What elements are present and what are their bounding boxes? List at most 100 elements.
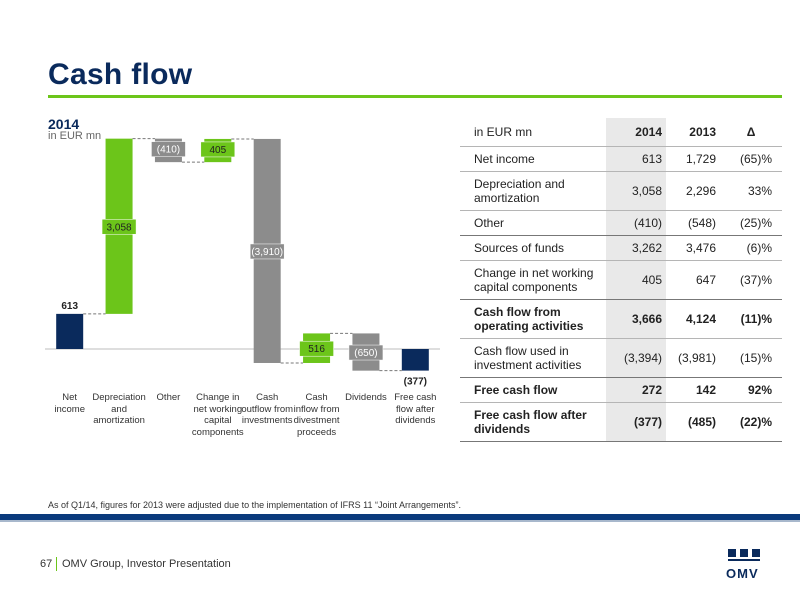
x-tick-label: Change in net working capital components [178,392,258,438]
x-tick-label-line: inflow from [293,403,340,415]
x-tick-label-line: Other [156,392,181,403]
row-value-2014: 3,666 [606,299,666,339]
table-row: Sources of funds 3,262 3,476 (6)% [460,235,782,261]
footnote: As of Q1/14, figures for 2013 were adjus… [48,500,462,510]
waterfall-bar [56,313,84,349]
row-value-2014: 405 [606,260,666,300]
x-tick-label-line: divestment [293,415,340,426]
header-delta: Δ [720,118,782,147]
data-label-bg [299,340,334,357]
row-value-2014: 3,262 [606,235,666,261]
row-label: Sources of funds [460,235,606,261]
header-2014: 2014 [606,118,666,147]
table-row: Cash flow from operating activities 3,66… [460,299,782,339]
data-label: (3,910) [251,247,283,258]
row-delta: 92% [720,377,782,403]
row-delta: (25)% [720,210,782,236]
row-value-2013: 142 [666,377,720,403]
header-label: in EUR mn [460,118,606,147]
data-label: 405 [209,145,226,156]
x-tick-label-line: Free cash [394,392,437,403]
row-delta: (15)% [720,338,782,378]
x-tick-label-line: Depreciation [92,392,146,403]
row-label: Free cash flow [460,377,606,403]
title-rule [48,95,782,98]
data-label: 613 [61,301,78,312]
row-label: Free cash flow after dividends [460,402,606,442]
omv-logo-icon [728,549,760,561]
row-delta: (22)% [720,402,782,442]
x-tick-label: Other [128,392,208,404]
footer-band-light [0,520,800,522]
data-label: (410) [157,145,180,156]
row-value-2014: (377) [606,402,666,442]
data-label-bg [101,219,137,235]
x-tick-label-line: income [54,403,85,415]
x-tick-label-line: components [191,426,244,438]
x-tick-label-line: flow after [396,403,435,415]
x-tick-label-line: and [111,403,127,415]
data-label: (650) [354,348,377,359]
row-delta: (65)% [720,146,782,172]
page-number: 67 [40,558,53,570]
x-tick-label: Cash inflow from divestment proceeds [277,392,357,438]
table-row: Depreciation and amortization 3,058 2,29… [460,171,782,211]
table-row: Change in net working capital components… [460,260,782,300]
table-row: Net income 613 1,729 (65)% [460,146,782,172]
waterfall-chart: 613 3,058 (410) 405 (3,910) 516 (650) (377) [45,138,440,388]
x-tick-label: Net income [30,392,110,415]
x-tick-label: Dividends [326,392,406,404]
x-tick-label-line: capital [204,415,232,426]
row-label: Cash flow used in investment activities [460,338,606,378]
x-tick-label-line: Dividends [345,392,387,403]
data-label-bg [200,141,236,158]
x-tick-label-line: investments [241,415,293,426]
chart-subtitle: in EUR mn [48,130,102,142]
row-value-2014: 3,058 [606,171,666,211]
cash-flow-table: in EUR mn 2014 2013 Δ Net income 613 1,7… [460,118,782,442]
x-tick-label-line: Net [62,392,78,403]
footer-text: OMV Group, Investor Presentation [62,558,231,570]
row-label: Change in net working capital components [460,260,606,300]
row-value-2014: (3,394) [606,338,666,378]
x-tick-label-line: proceeds [297,426,337,438]
row-delta: (11)% [720,299,782,339]
x-tick-label: Free cash flow after dividends [375,392,455,427]
x-tick-label: Depreciation and amortization [79,392,159,427]
row-value-2013: 647 [666,260,720,300]
row-value-2013: (548) [666,210,720,236]
row-value-2013: 2,296 [666,171,720,211]
footer-separator [56,557,57,571]
page-title: Cash flow [48,58,193,91]
row-value-2014: (410) [606,210,666,236]
waterfall-bar [401,349,429,371]
data-label-bg [151,141,186,157]
x-tick-label-line: Cash [305,392,328,403]
table-row: Free cash flow 272 142 92% [460,377,782,403]
row-value-2013: 1,729 [666,146,720,172]
x-tick-label-line: dividends [395,415,436,426]
row-value-2013: (485) [666,402,720,442]
data-label: 3,058 [107,222,132,233]
chart-title: 2014 [48,116,80,132]
row-value-2014: 613 [606,146,666,172]
row-label: Other [460,210,606,236]
row-label: Depreciation and amortization [460,171,606,211]
data-label-bg [249,243,285,260]
row-value-2013: 3,476 [666,235,720,261]
table-header-row: in EUR mn 2014 2013 Δ [460,118,782,147]
row-delta: (6)% [720,235,782,261]
x-tick-label-line: net working [193,403,243,415]
data-label-bg [348,344,384,361]
row-value-2013: (3,981) [666,338,720,378]
data-label: 516 [308,344,325,355]
data-label: (377) [404,377,427,388]
table-row: Other (410) (548) (25)% [460,210,782,236]
x-tick-label-line: Cash [256,392,279,403]
header-2013: 2013 [666,118,720,147]
x-tick-label-line: amortization [93,415,145,426]
x-tick-label-line: outflow from [241,403,294,415]
row-label: Cash flow from operating activities [460,299,606,339]
row-value-2013: 4,124 [666,299,720,339]
row-label: Net income [460,146,606,172]
